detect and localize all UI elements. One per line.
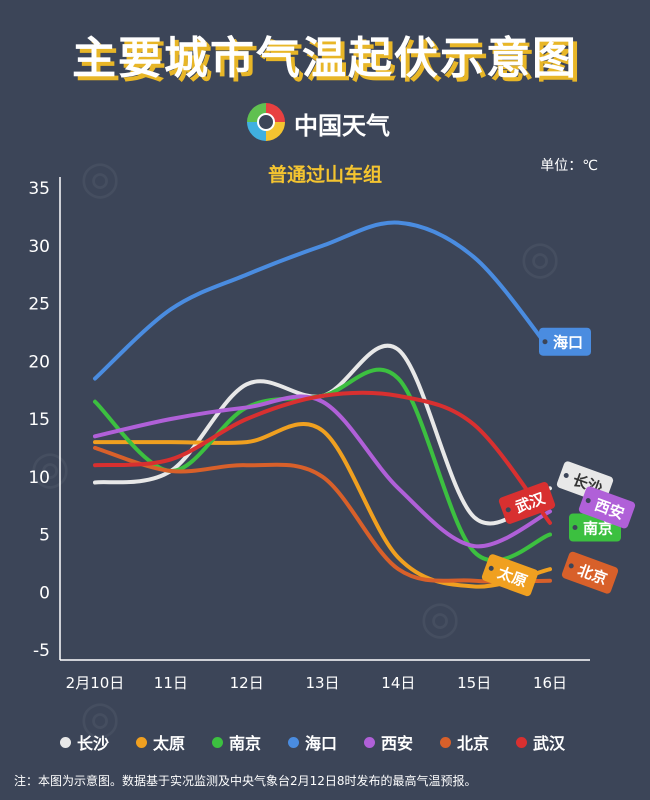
y-tick-label: 0 [39,583,50,603]
y-tick-label: -5 [33,641,50,661]
y-tick-label: 30 [28,237,50,257]
legend-item: 南京 [212,730,261,754]
watermark: ◎ [420,590,461,644]
series-end-label: 北京 [561,551,619,594]
label-tag-background [539,327,591,356]
legend-dot-icon [288,736,299,748]
y-tick-label: 35 [28,179,50,199]
legend-item: 海口 [288,730,337,754]
watermark: ◎ [30,440,71,494]
legend-dot-icon [136,736,147,748]
brand-name: 中国天气 [294,112,390,140]
series-line [93,367,552,563]
label-tag-background [498,482,556,524]
legend-dot-icon [516,736,527,748]
series-end-label: 武汉 [498,482,556,524]
tag-hole-icon [568,563,574,569]
x-tick-label: 15日 [457,674,491,692]
legend-item: 武汉 [516,730,565,754]
label-tag-text: 海口 [553,334,583,352]
label-tag-background [561,551,619,594]
x-tick-label: 12日 [230,674,264,692]
legend-item: 北京 [440,730,489,754]
tag-hole-icon [585,498,591,504]
series-line [93,394,552,549]
x-tick-label: 13日 [305,674,339,692]
legend-label: 西安 [381,734,414,753]
x-tick-label: 14日 [381,674,415,692]
series-end-label: 太原 [481,554,539,597]
y-tick-label: 5 [39,526,50,546]
tag-hole-icon [505,507,511,513]
legend-dot-icon [364,736,375,748]
legend-item: 长沙 [60,730,109,754]
tag-hole-icon [488,565,494,571]
y-tick-label: 25 [28,295,50,315]
legend: 长沙 太原 南京 海口 西安 北京 武汉 [60,730,620,754]
legend-item: 太原 [136,730,185,754]
legend-label: 太原 [153,734,186,753]
series-line [93,445,552,584]
legend-dot-icon [212,736,223,748]
y-tick-label: 15 [28,410,50,430]
series-line [93,220,552,381]
label-tag-background [481,554,539,597]
label-tag-background [578,486,636,529]
legend-item: 西安 [364,730,413,754]
watermark: ◎ [520,230,561,284]
y-tick-label: 10 [28,468,50,488]
page-title: 主要城市气温起伏示意图 [72,33,578,84]
tag-hole-icon [542,339,548,345]
brand-logo: 中国天气 [244,100,414,144]
series-end-label: 西安 [578,486,636,529]
unit-label: 单位：℃ [540,158,598,174]
watermark: ◎ [80,150,121,204]
series-line [93,422,552,589]
legend-label: 北京 [457,734,490,753]
pinwheel-logo-icon [247,103,285,141]
y-tick-label: 20 [28,352,50,372]
footnote-text: 注：本图为示意图。数据基于实况监测及中央气象台2月12日8时发布的最高气温预报。 [14,774,477,788]
legend-label: 海口 [305,734,338,753]
x-tick-label: 11日 [154,674,188,692]
series-line [93,390,552,525]
chart-subtitle: 普通过山车组 [267,164,382,186]
legend-label: 武汉 [533,734,566,753]
legend-label: 长沙 [77,734,110,753]
x-tick-label: 16日 [533,674,567,692]
tag-hole-icon [572,525,578,530]
legend-dot-icon [60,736,71,748]
label-tag-text: 南京 [583,520,613,538]
x-tick-label: 2月10日 [66,674,125,692]
series-end-label: 海口 [539,327,591,356]
footnote: 注：本图为示意图。数据基于实况监测及中央气象台2月12日8时发布的最高气温预报。 [14,772,477,789]
legend-dot-icon [440,736,451,748]
legend-label: 南京 [229,734,262,753]
watermark: ◎ [80,690,121,744]
tag-hole-icon [563,472,569,478]
